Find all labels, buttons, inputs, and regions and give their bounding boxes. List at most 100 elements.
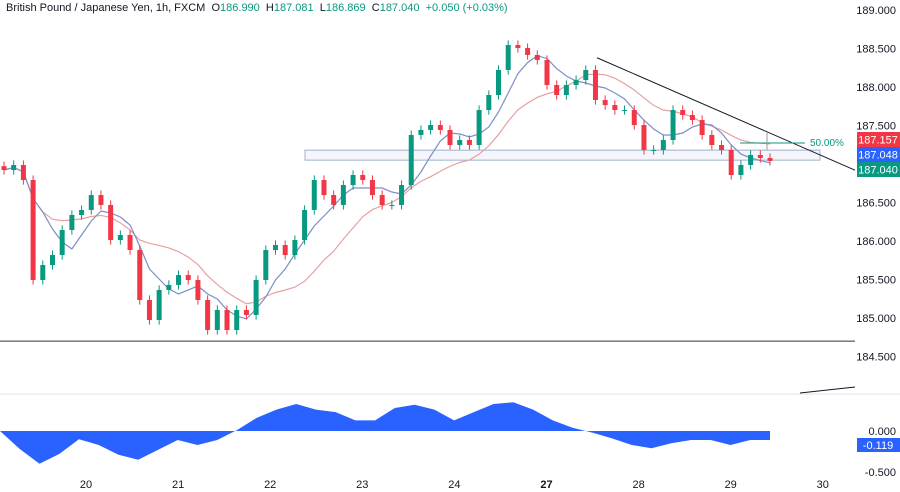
candle-body <box>253 279 259 315</box>
candle-body <box>641 125 647 150</box>
price-label: 187.048 <box>858 150 898 162</box>
price-label-bg <box>857 147 900 162</box>
candle-body <box>389 204 395 206</box>
candle-body <box>496 69 502 96</box>
candle-body <box>98 195 104 205</box>
open-value: 186.990 <box>220 2 260 14</box>
candle-body <box>670 110 676 140</box>
osc-value-label: -0.119 <box>863 440 893 452</box>
candle-body <box>59 229 65 256</box>
price-label-bg <box>857 132 900 147</box>
fib-label: 50.00% <box>810 138 844 149</box>
candle-body <box>399 185 405 205</box>
symbol-label: British Pound / Japanese Yen, 1h, FXCM <box>6 2 206 14</box>
candle-body <box>583 69 589 80</box>
candle-body <box>466 139 472 145</box>
candle-body <box>40 265 46 280</box>
candle-body <box>20 165 26 181</box>
candle-body <box>195 279 201 300</box>
candle-body <box>69 214 75 230</box>
oscillator-area <box>0 402 770 464</box>
candle-body <box>767 157 773 161</box>
candle-body <box>486 95 492 111</box>
candle-body <box>660 139 666 150</box>
candle-body <box>534 54 540 60</box>
candle-body <box>166 284 172 290</box>
candle-body <box>88 195 94 210</box>
x-tick-label: 24 <box>448 479 460 491</box>
price-label: 187.157 <box>858 135 898 147</box>
candle-body <box>748 154 754 166</box>
open-label: O <box>211 2 221 14</box>
candle-body <box>350 175 356 186</box>
candle-body <box>689 115 695 121</box>
y-tick-label: 186.500 <box>856 198 896 210</box>
candle-body <box>331 195 337 205</box>
candle-body <box>302 209 308 240</box>
candle-body <box>117 234 123 240</box>
candle-body <box>457 139 463 145</box>
x-tick-label: 20 <box>80 479 92 491</box>
candle-body <box>146 299 152 321</box>
candle-body <box>369 180 375 196</box>
x-tick-label: 29 <box>725 479 737 491</box>
candle-body <box>30 180 36 280</box>
y-tick-label: 185.000 <box>856 313 896 325</box>
legend-header: British Pound / Japanese Yen, 1h, FXCM O… <box>6 2 508 14</box>
osc-tick-label: -0.500 <box>865 467 896 479</box>
candle-body <box>699 120 705 135</box>
candle-body <box>127 234 133 251</box>
candle-body <box>79 209 85 215</box>
x-tick-label: 21 <box>172 479 184 491</box>
high-label: H <box>265 2 274 14</box>
candle-body <box>379 195 385 205</box>
y-tick-label: 189.000 <box>856 5 896 17</box>
candle-body <box>612 105 618 111</box>
candle-body <box>622 110 628 112</box>
candle-body <box>49 255 55 266</box>
candle-body <box>709 134 715 145</box>
candle-body <box>602 100 608 106</box>
candle-body <box>243 309 249 315</box>
candle-body <box>563 84 569 96</box>
candle-body <box>719 144 725 150</box>
candle-body <box>340 185 346 205</box>
y-tick-label: 188.500 <box>856 44 896 56</box>
x-tick-label: 28 <box>632 479 644 491</box>
candle-body <box>205 299 211 331</box>
x-tick-label: 30 <box>817 479 829 491</box>
osc-tick-label: 0.000 <box>868 426 896 438</box>
candle-body <box>592 69 598 101</box>
candle-body <box>408 134 414 186</box>
y-tick-label: 184.500 <box>856 352 896 364</box>
candle-body <box>428 125 434 130</box>
price-label: 187.040 <box>858 165 898 177</box>
low-value: 186.869 <box>325 2 366 14</box>
high-value: 187.081 <box>273 2 314 14</box>
candle-body <box>292 239 298 256</box>
candle-body <box>156 289 162 321</box>
close-label: C <box>371 2 380 14</box>
candle-body <box>738 165 744 176</box>
candle-body <box>137 250 143 300</box>
osc-value-bg <box>857 438 900 452</box>
x-tick-label: 23 <box>356 479 368 491</box>
candle-body <box>418 129 424 135</box>
candle-body <box>505 45 511 70</box>
candle-body <box>757 154 763 158</box>
candle-body <box>544 59 550 85</box>
candle-body <box>631 110 637 126</box>
candle-body <box>321 180 327 196</box>
candle-body <box>651 149 657 151</box>
ma-fast-line <box>3 54 771 320</box>
x-tick-label: 27 <box>540 479 552 491</box>
candle-body <box>437 125 443 130</box>
candle-body <box>272 245 278 251</box>
candle-body <box>680 110 686 116</box>
candle-body <box>573 79 579 85</box>
candle-body <box>176 275 182 285</box>
candle-body <box>214 309 220 331</box>
y-tick-label: 185.500 <box>856 275 896 287</box>
